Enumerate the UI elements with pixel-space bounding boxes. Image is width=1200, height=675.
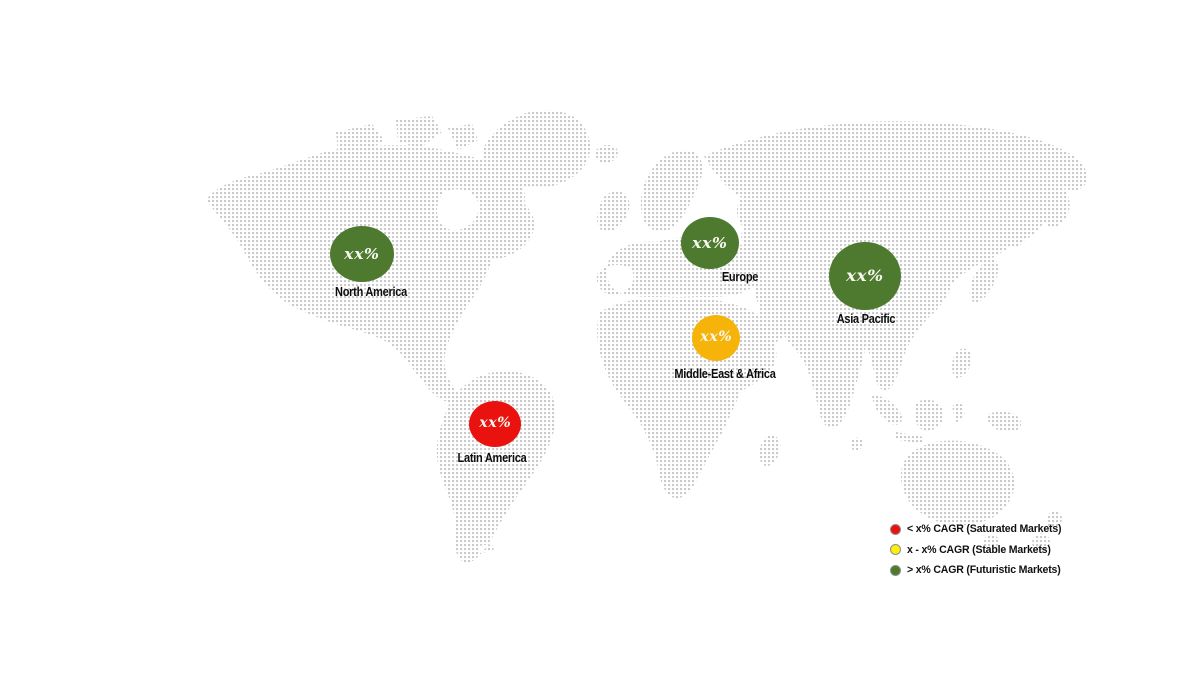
region-value: xx%	[700, 329, 732, 346]
region-value: xx%	[479, 415, 511, 432]
japan	[969, 258, 999, 303]
australia	[900, 440, 1015, 549]
continent-arctic-islands	[336, 116, 478, 156]
region-bubble-latin-america: xx%	[469, 401, 521, 447]
region-label-europe: Europe	[721, 270, 759, 284]
legend: < x% CAGR (Saturated Markets) x - x% CAG…	[890, 519, 1068, 581]
continent-south-america	[436, 371, 556, 563]
new-zealand	[1032, 511, 1062, 551]
legend-label: x - x% CAGR (Stable Markets)	[907, 543, 1051, 556]
legend-item-stable: x - x% CAGR (Stable Markets)	[890, 540, 1068, 561]
region-value: xx%	[846, 266, 884, 285]
region-value: xx%	[344, 244, 380, 263]
philippines	[952, 348, 972, 378]
region-label-middle-east-africa: Middle-East & Africa	[674, 367, 776, 381]
legend-dot-red	[890, 523, 901, 535]
sakhalin	[1009, 218, 1028, 248]
scandinavia	[640, 149, 703, 232]
legend-label: > x% CAGR (Futuristic Markets)	[907, 564, 1061, 577]
region-label-north-america: North America	[335, 285, 407, 299]
iceland	[595, 144, 618, 163]
legend-item-futuristic: > x% CAGR (Futuristic Markets)	[890, 560, 1068, 581]
region-label-asia-pacific: Asia Pacific	[836, 312, 896, 326]
legend-dot-green	[890, 564, 901, 576]
greenland	[482, 109, 591, 188]
region-bubble-europe: xx%	[681, 217, 739, 269]
region-bubble-asia-pacific: xx%	[829, 242, 901, 310]
united-kingdom	[597, 191, 630, 232]
legend-item-saturated: < x% CAGR (Saturated Markets)	[890, 519, 1068, 540]
indonesia	[872, 395, 1022, 444]
legend-dot-yellow	[890, 544, 901, 556]
region-value: xx%	[692, 233, 728, 252]
legend-label: < x% CAGR (Saturated Markets)	[907, 523, 1062, 536]
sri-lanka	[852, 437, 863, 451]
region-bubble-middle-east-africa: xx%	[692, 315, 740, 361]
region-label-latin-america: Latin America	[457, 451, 527, 465]
region-bubble-north-america: xx%	[330, 226, 394, 282]
